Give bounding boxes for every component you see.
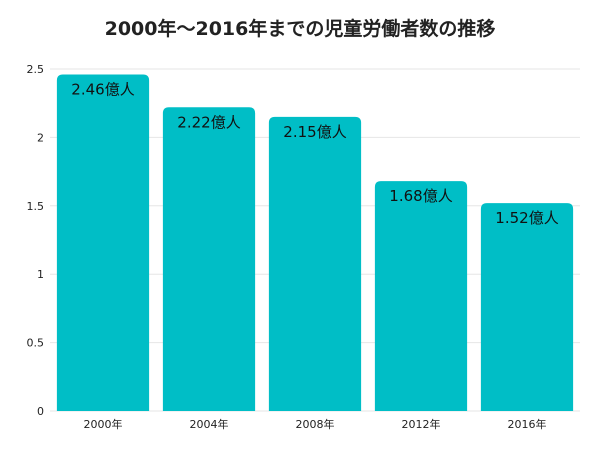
- bar: [162, 107, 256, 411]
- x-tick-label: 2012年: [402, 417, 441, 431]
- y-tick-label: 1: [37, 268, 44, 281]
- y-tick-label: 1.5: [27, 200, 45, 213]
- x-tick-label: 2000年: [84, 417, 123, 431]
- y-tick-label: 0: [37, 405, 44, 418]
- bar: [480, 203, 574, 411]
- x-tick-label: 2008年: [296, 417, 335, 431]
- bar: [56, 74, 150, 412]
- bar-data-label: 2.15億人: [283, 123, 346, 141]
- bar-data-label: 1.68億人: [389, 187, 452, 205]
- x-tick-label: 2016年: [508, 417, 547, 431]
- y-tick-label: 0.5: [27, 337, 45, 350]
- bar-data-label: 2.46億人: [71, 80, 134, 98]
- x-tick-label: 2004年: [190, 417, 229, 431]
- bar: [374, 181, 468, 411]
- y-tick-label: 2: [37, 131, 44, 144]
- chart-title: 2000年〜2016年までの児童労働者数の推移: [104, 18, 496, 40]
- bar-data-label: 1.52億人: [495, 209, 558, 227]
- bar: [268, 116, 362, 411]
- bar-data-label: 2.22億人: [177, 113, 240, 131]
- y-tick-label: 2.5: [27, 63, 45, 76]
